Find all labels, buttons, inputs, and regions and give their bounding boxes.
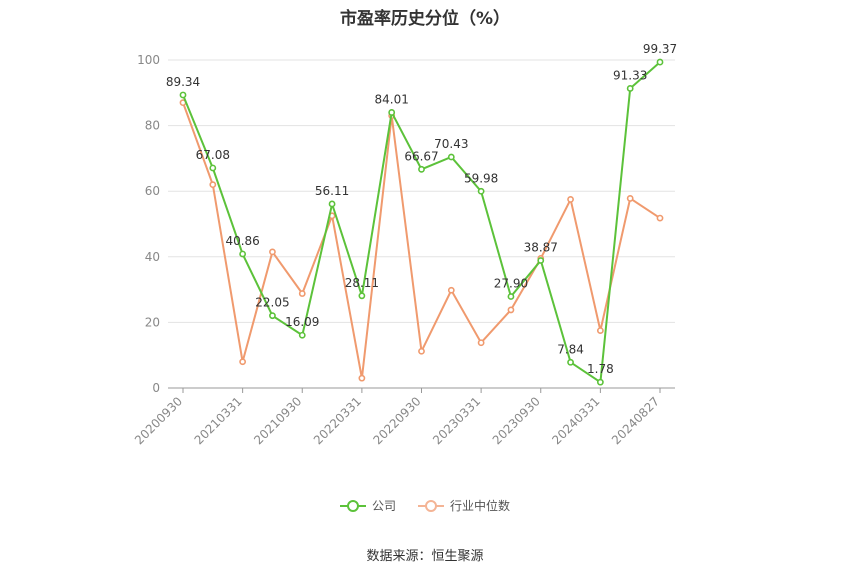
industry-series-point [358,374,366,382]
data-label: 84.01 [375,92,409,106]
y-tick-label: 20 [145,315,160,329]
data-label: 99.37 [643,42,677,56]
data-label: 22.05 [255,296,289,310]
x-tick-label: 20210331 [192,394,245,447]
data-label: 66.67 [404,149,438,163]
industry-series-point [626,195,634,202]
x-tick-label: 20230930 [490,394,543,447]
legend-industry-label: 行业中位数 [450,499,511,513]
legend-company-label: 公司 [371,499,396,513]
data-label: 56.11 [315,184,349,198]
x-tick-label: 20240331 [549,394,602,447]
data-label: 27.90 [494,276,528,290]
company-series-point [507,293,515,300]
legend-industry-marker [418,499,444,513]
industry-series-point [596,327,604,334]
industry-series-point [239,358,247,366]
data-label: 16.09 [285,315,319,329]
data-label: 89.34 [166,75,200,89]
y-tick-label: 0 [152,381,160,395]
legend: 公司 行业中位数 [0,497,850,514]
company-series-point [567,358,574,366]
company-series-point [298,331,306,339]
data-label: 40.86 [225,234,259,248]
company-series-point [418,165,425,173]
x-tick-label: 20230331 [430,394,483,447]
x-tick-label: 20220930 [371,394,424,447]
data-label: 28.11 [345,276,379,290]
company-series-point [388,109,396,116]
x-tick-label: 20240827 [609,394,662,447]
data-label: 38.87 [524,241,558,255]
y-tick-label: 40 [145,250,160,264]
company-series-point [239,250,247,258]
company-series-point [209,164,217,172]
company-series-point [477,187,485,195]
industry-series-point [447,286,455,294]
company-series-point [656,58,664,66]
data-label: 59.98 [464,171,498,185]
y-tick-label: 60 [145,184,160,198]
industry-series-point [209,181,217,189]
company-series-point [596,378,604,386]
company-series-point [179,91,187,99]
company-series-point [328,200,336,208]
industry-series-point [507,306,515,314]
legend-item-industry[interactable]: 行业中位数 [418,497,510,514]
industry-series-point [477,339,485,347]
data-label: 70.43 [434,137,468,151]
industry-series-point [656,214,664,222]
industry-series-point [298,290,306,297]
company-series-point [537,257,545,264]
company-series-point [269,312,276,320]
legend-item-company[interactable]: 公司 [339,497,396,514]
data-label: 91.33 [613,68,647,82]
company-series-point [626,85,634,92]
y-tick-label: 100 [137,53,160,67]
data-label: 7.84 [557,342,584,356]
industry-series-point [418,347,425,355]
data-label: 67.08 [196,148,230,162]
industry-series-point [567,195,574,203]
x-tick-label: 20200930 [132,394,185,447]
data-source: 数据来源：恒生聚源 [366,549,484,564]
x-tick-label: 20220331 [311,394,364,447]
data-label: 1.78 [587,362,614,376]
legend-company-marker [339,499,366,513]
company-series-point [447,153,455,161]
industry-series-point [269,248,276,256]
x-tick-label: 20210930 [251,394,304,447]
chart-title: 市盈率历史分位（%） [339,9,511,29]
company-series-line [182,61,661,384]
y-tick-label: 80 [145,119,160,133]
company-series-point [358,292,366,300]
